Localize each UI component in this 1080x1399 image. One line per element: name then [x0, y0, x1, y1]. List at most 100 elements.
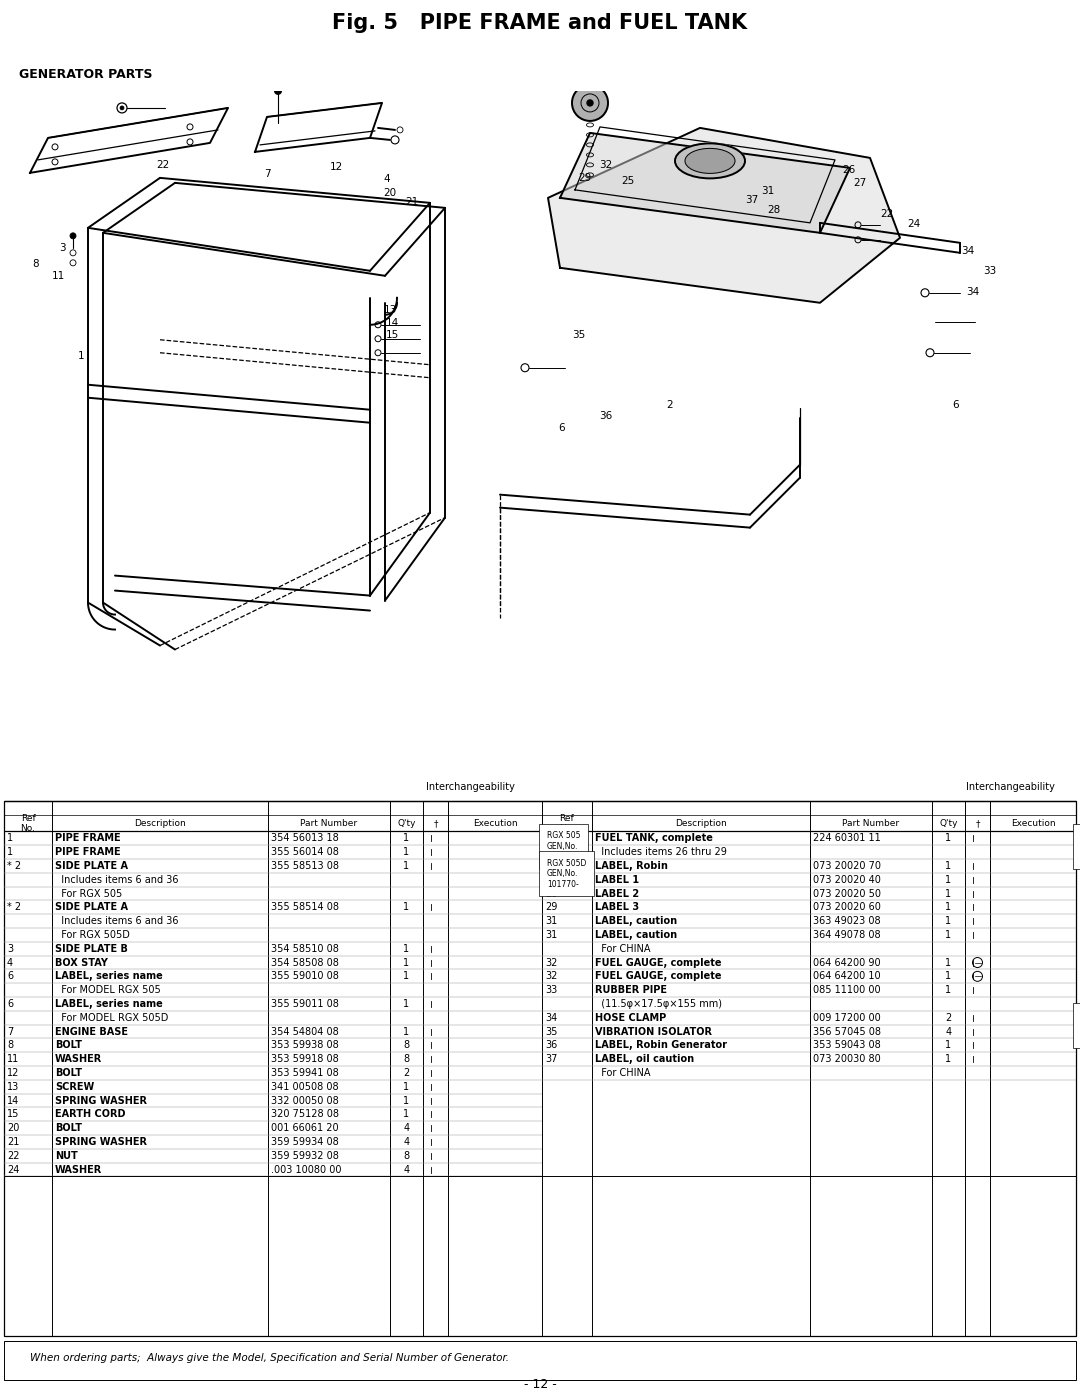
- Text: 22: 22: [880, 208, 893, 218]
- Text: SIDE PLATE B: SIDE PLATE B: [55, 944, 127, 954]
- Text: 4: 4: [945, 1027, 951, 1037]
- Text: 1: 1: [945, 971, 951, 981]
- Text: 1: 1: [404, 999, 409, 1009]
- Text: 35: 35: [545, 1027, 557, 1037]
- Text: 353 59941 08: 353 59941 08: [271, 1067, 339, 1079]
- Text: 33: 33: [545, 985, 557, 995]
- Text: Interchangeability: Interchangeability: [966, 782, 1054, 792]
- Text: 34: 34: [545, 1013, 557, 1023]
- Text: 35: 35: [572, 330, 585, 340]
- Text: LABEL 2: LABEL 2: [595, 888, 639, 898]
- Text: 354 58508 08: 354 58508 08: [271, 957, 339, 968]
- Text: 21: 21: [405, 197, 418, 207]
- Text: For MODEL RGX 505D: For MODEL RGX 505D: [55, 1013, 168, 1023]
- Text: (11.5φ×17.5φ×155 mm): (11.5φ×17.5φ×155 mm): [595, 999, 723, 1009]
- Text: 009 17200 00: 009 17200 00: [813, 1013, 881, 1023]
- Text: 1: 1: [945, 874, 951, 884]
- Text: 8: 8: [404, 1151, 409, 1161]
- Text: 8: 8: [404, 1053, 409, 1065]
- Text: For MODEL RGX 505: For MODEL RGX 505: [55, 985, 161, 995]
- Text: 34: 34: [961, 246, 974, 256]
- Text: Includes items 6 and 36: Includes items 6 and 36: [55, 916, 178, 926]
- Text: RGX 505
GEN,No.
101168-: RGX 505 GEN,No. 101168-: [546, 831, 581, 862]
- Text: Execution: Execution: [1011, 818, 1055, 828]
- Text: 32: 32: [545, 971, 557, 981]
- Text: 341 00508 08: 341 00508 08: [271, 1081, 339, 1091]
- Text: 36: 36: [599, 411, 612, 421]
- Text: 6: 6: [6, 999, 13, 1009]
- Text: SPRING WASHER: SPRING WASHER: [55, 1095, 147, 1105]
- Text: 4: 4: [404, 1164, 409, 1175]
- Text: RGX 505D
GEN,No.
101770-: RGX 505D GEN,No. 101770-: [546, 859, 586, 888]
- Text: Ref
No.: Ref No.: [21, 814, 36, 834]
- Text: 22: 22: [6, 1151, 19, 1161]
- Text: 353 59938 08: 353 59938 08: [271, 1041, 339, 1051]
- Text: 355 59011 08: 355 59011 08: [271, 999, 339, 1009]
- Text: WASHER: WASHER: [55, 1053, 103, 1065]
- Text: 1: 1: [404, 1081, 409, 1091]
- Text: 26: 26: [842, 165, 855, 175]
- Text: 15: 15: [386, 330, 399, 340]
- Text: 31: 31: [545, 930, 557, 940]
- Text: 1: 1: [945, 860, 951, 872]
- Text: 355 56014 08: 355 56014 08: [271, 848, 339, 858]
- Text: 355 59010 08: 355 59010 08: [271, 971, 339, 981]
- Text: LABEL, series name: LABEL, series name: [55, 999, 163, 1009]
- Text: 27: 27: [545, 874, 557, 884]
- Text: 1: 1: [404, 944, 409, 954]
- Circle shape: [120, 106, 124, 111]
- Text: HOSE CLAMP: HOSE CLAMP: [595, 1013, 666, 1023]
- Text: LABEL 1: LABEL 1: [595, 874, 639, 884]
- Text: 8: 8: [404, 1041, 409, 1051]
- Text: When ordering parts;  Always give the Model, Specification and Serial Number of : When ordering parts; Always give the Mod…: [30, 1353, 509, 1364]
- Text: BOX STAY: BOX STAY: [55, 957, 108, 968]
- Text: 356 57045 08: 356 57045 08: [813, 1027, 881, 1037]
- Text: BOLT: BOLT: [55, 1067, 82, 1079]
- Text: 26: 26: [545, 860, 557, 872]
- Text: 1: 1: [945, 834, 951, 844]
- Text: 36: 36: [545, 1041, 557, 1051]
- Text: NUT: NUT: [55, 1151, 78, 1161]
- Text: 7: 7: [265, 169, 271, 179]
- Text: 332 00050 08: 332 00050 08: [271, 1095, 339, 1105]
- Text: 11: 11: [52, 271, 65, 281]
- Text: 12: 12: [329, 162, 342, 172]
- Text: 354 54804 08: 354 54804 08: [271, 1027, 339, 1037]
- Text: For CHINA: For CHINA: [595, 944, 650, 954]
- Text: 1: 1: [945, 1041, 951, 1051]
- Text: 33: 33: [983, 266, 996, 276]
- Text: *25: *25: [545, 834, 563, 844]
- Text: 25: 25: [621, 176, 634, 186]
- Text: 2: 2: [945, 1013, 951, 1023]
- Text: LABEL, caution: LABEL, caution: [595, 930, 677, 940]
- Text: 1: 1: [945, 888, 951, 898]
- Text: 359 59934 08: 359 59934 08: [271, 1137, 339, 1147]
- Text: 20: 20: [383, 189, 396, 199]
- Text: Interchangeability: Interchangeability: [426, 782, 514, 792]
- Text: LABEL, caution: LABEL, caution: [595, 916, 677, 926]
- Text: FUEL TANK, complete: FUEL TANK, complete: [595, 834, 713, 844]
- Text: 29: 29: [578, 173, 591, 183]
- Ellipse shape: [685, 148, 735, 173]
- Text: 1: 1: [6, 848, 13, 858]
- Polygon shape: [561, 133, 850, 232]
- Text: 12: 12: [6, 1067, 19, 1079]
- Text: 224 60301 11: 224 60301 11: [813, 834, 881, 844]
- Text: 6: 6: [953, 400, 959, 410]
- Text: 001 66061 20: 001 66061 20: [271, 1123, 339, 1133]
- Text: Q'ty: Q'ty: [940, 818, 958, 828]
- Text: * 2: * 2: [6, 902, 22, 912]
- Text: LABEL, series name: LABEL, series name: [55, 971, 163, 981]
- Text: 24: 24: [6, 1164, 19, 1175]
- Text: 1: 1: [945, 1053, 951, 1065]
- Text: RUBBER PIPE: RUBBER PIPE: [595, 985, 667, 995]
- Text: Description: Description: [134, 818, 186, 828]
- Text: 31: 31: [761, 186, 774, 196]
- Text: VIBRATION ISOLATOR: VIBRATION ISOLATOR: [595, 1027, 712, 1037]
- Text: 1: 1: [404, 1027, 409, 1037]
- Text: 355 58514 08: 355 58514 08: [271, 902, 339, 912]
- Circle shape: [588, 99, 593, 106]
- Text: LABEL, Robin Generator: LABEL, Robin Generator: [595, 1041, 727, 1051]
- Text: 354 58510 08: 354 58510 08: [271, 944, 339, 954]
- Text: 1: 1: [404, 848, 409, 858]
